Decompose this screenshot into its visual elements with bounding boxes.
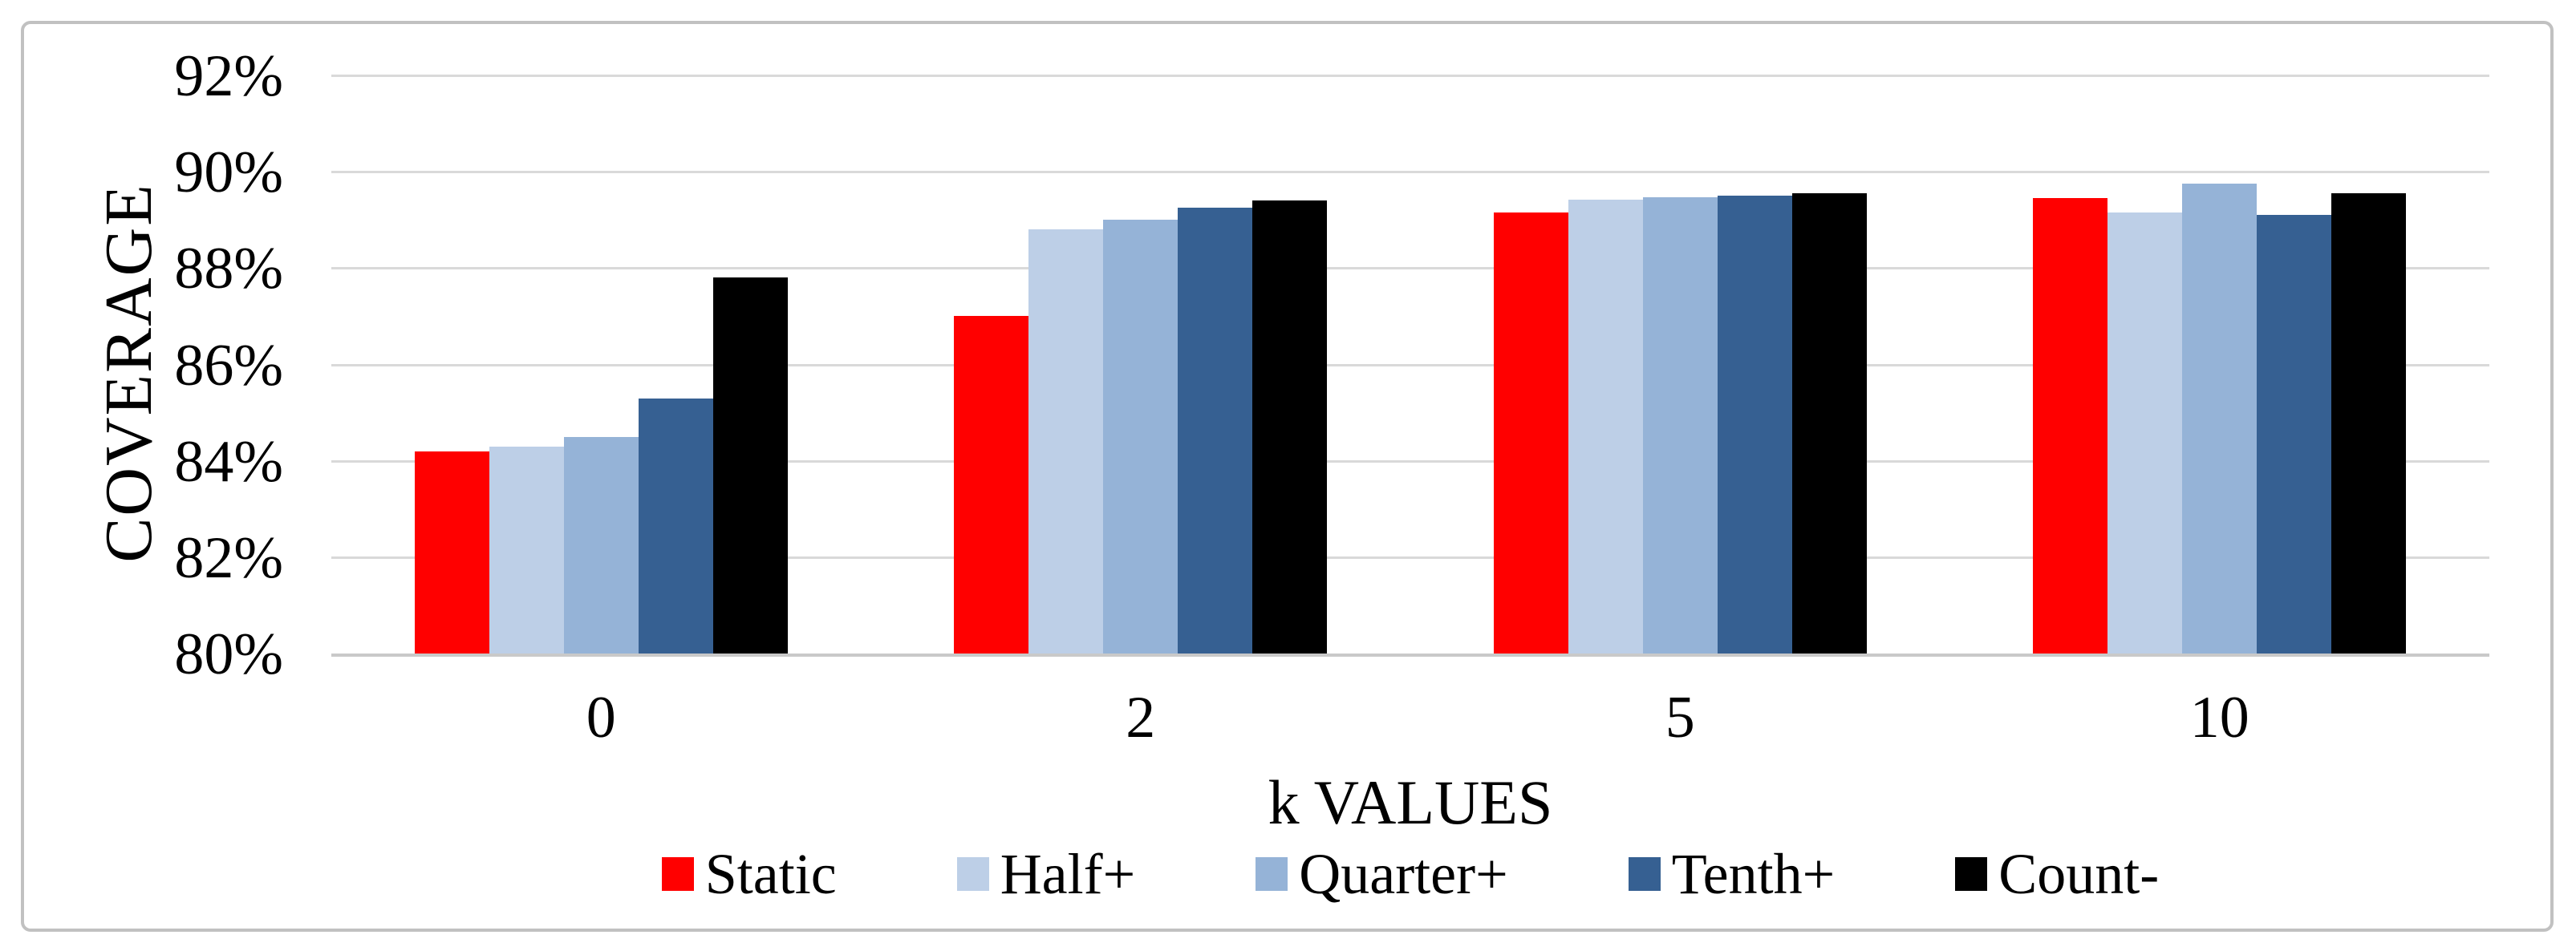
bar-count-k2 (1252, 200, 1328, 654)
gridline-88 (331, 267, 2489, 270)
y-tick-label-90: 90% (174, 140, 283, 206)
x-axis-title: k VALUES (1268, 767, 1553, 837)
legend-swatch-icon (661, 857, 694, 891)
bar-tenth-k2 (1178, 208, 1253, 654)
legend-item-quarter: Quarter+ (1256, 842, 1508, 906)
x-tick-label-0: 0 (586, 685, 616, 751)
legend-label: Count- (1998, 842, 2160, 906)
chart-border (21, 21, 2554, 932)
y-tick-label-88: 88% (174, 236, 283, 302)
bar-half-k0 (489, 446, 564, 654)
legend: Static Half+ Quarter+ Tenth+ Count- (331, 840, 2489, 908)
gridline-84 (331, 459, 2489, 463)
bar-tenth-k0 (638, 398, 713, 654)
gridline-90 (331, 171, 2489, 174)
bar-half-k10 (2107, 212, 2183, 654)
y-tick-label-92: 92% (174, 43, 283, 109)
y-tick-label-84: 84% (174, 428, 283, 495)
bar-half-k2 (1028, 229, 1104, 654)
x-tick-label-5: 5 (1665, 685, 1695, 751)
legend-item-static: Static (661, 842, 837, 906)
gridline-92 (331, 75, 2489, 77)
bar-half-k5 (1568, 200, 1643, 654)
bar-static-k5 (1493, 212, 1568, 654)
bar-count-k5 (1791, 193, 1867, 654)
x-tick-label-10: 10 (2189, 685, 2249, 751)
gridline-86 (331, 363, 2489, 366)
y-tick-label-86: 86% (174, 332, 283, 399)
legend-swatch-icon (1628, 857, 1661, 891)
bar-count-k0 (712, 277, 788, 654)
bar-static-k10 (2033, 198, 2108, 654)
x-tick-label-2: 2 (1126, 685, 1156, 751)
bar-count-k10 (2331, 193, 2407, 654)
bar-quarter-k10 (2182, 184, 2258, 654)
legend-swatch-icon (1955, 857, 1988, 891)
legend-item-count: Count- (1955, 845, 2159, 903)
bar-static-k0 (414, 451, 489, 654)
legend-label: Quarter+ (1299, 842, 1508, 906)
y-tick-label-82: 82% (174, 524, 283, 591)
bar-tenth-k10 (2257, 215, 2332, 654)
legend-item-half: Half+ (956, 842, 1136, 906)
bar-static-k2 (954, 316, 1029, 654)
legend-label: Half+ (1000, 842, 1136, 906)
gridline-82 (331, 556, 2489, 559)
legend-item-tenth: Tenth+ (1628, 842, 1836, 906)
legend-swatch-icon (956, 857, 989, 891)
plot-area (331, 75, 2489, 657)
bar-quarter-k0 (563, 436, 639, 654)
bar-quarter-k2 (1103, 220, 1178, 654)
bar-tenth-k5 (1717, 196, 1792, 654)
bar-quarter-k5 (1642, 197, 1718, 654)
legend-label: Static (704, 842, 837, 906)
legend-swatch-icon (1256, 857, 1288, 891)
y-tick-label-80: 80% (174, 621, 283, 687)
legend-label: Tenth+ (1671, 842, 1836, 906)
